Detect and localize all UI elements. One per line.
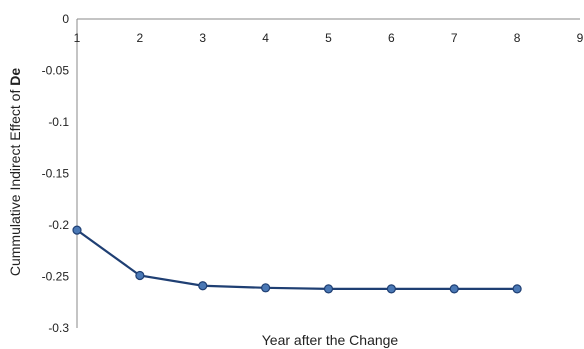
y-axis-title-prefix: Cummulative Indirect Effect of xyxy=(7,86,23,276)
x-tick-label: 5 xyxy=(325,31,332,45)
data-point xyxy=(386,284,396,294)
y-tick-label: 0 xyxy=(62,12,69,26)
data-point xyxy=(323,284,334,294)
y-tick-label: -0.3 xyxy=(48,321,69,335)
x-tick-label: 9 xyxy=(577,31,584,45)
y-tick-label: -0.05 xyxy=(42,64,70,78)
x-tick-label: 1 xyxy=(74,31,81,45)
x-axis-title: Year after the Change xyxy=(262,332,399,348)
x-tick-label: 2 xyxy=(137,31,144,45)
data-point xyxy=(449,284,459,294)
series-line xyxy=(76,229,518,290)
data-point xyxy=(261,283,271,293)
y-tick-label: -0.2 xyxy=(48,218,69,232)
y-axis-title: Cummulative Indirect Effect of De xyxy=(7,68,23,276)
x-tick-label: 4 xyxy=(262,31,269,45)
data-point xyxy=(198,281,208,291)
y-axis-ticks: 0 -0.05 -0.1 -0.15 -0.2 -0.25 -0.3 xyxy=(42,12,70,335)
y-axis-title-bold: De xyxy=(7,68,23,86)
data-point xyxy=(135,270,145,281)
data-point xyxy=(72,225,82,235)
series-group xyxy=(72,225,522,294)
x-axis-ticks: 1 2 3 4 5 6 7 8 9 xyxy=(74,31,584,45)
x-tick-label: 6 xyxy=(388,31,395,45)
x-tick-label: 3 xyxy=(199,31,206,45)
data-point xyxy=(512,284,522,294)
x-tick-label: 8 xyxy=(514,31,521,45)
y-tick-label: -0.25 xyxy=(42,270,70,284)
y-tick-label: -0.15 xyxy=(42,167,70,181)
x-tick-label: 7 xyxy=(451,31,458,45)
y-tick-label: -0.1 xyxy=(48,115,69,129)
